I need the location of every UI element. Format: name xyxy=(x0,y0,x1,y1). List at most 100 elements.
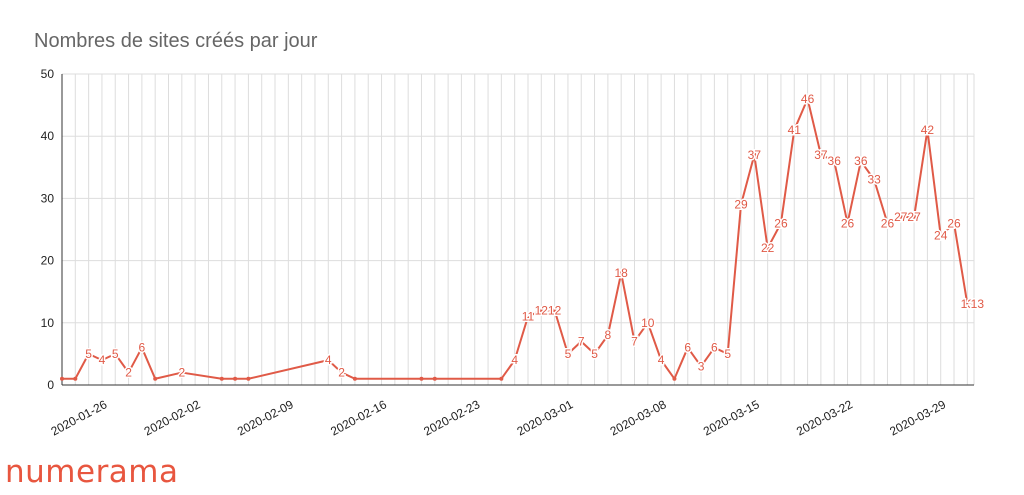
data-point xyxy=(898,215,903,220)
data-label: 13 xyxy=(961,297,975,311)
data-point xyxy=(246,376,251,381)
data-point xyxy=(845,221,850,226)
data-label: 36 xyxy=(828,154,842,168)
data-label: 4 xyxy=(99,353,106,367)
y-tick-label: 30 xyxy=(41,191,55,205)
x-tick-label: 2020-03-22 xyxy=(794,397,855,438)
x-tick-label: 2020-03-01 xyxy=(515,397,576,438)
data-label: 2 xyxy=(178,366,185,380)
data-label: 27 xyxy=(894,210,908,224)
chart-title: Nombres de sites créés par jour xyxy=(34,30,318,52)
data-point xyxy=(113,351,118,356)
y-tick-label: 0 xyxy=(47,378,54,392)
data-label: 26 xyxy=(881,216,895,230)
data-point xyxy=(352,376,357,381)
data-point xyxy=(179,370,184,375)
data-point xyxy=(512,358,517,363)
data-label: 41 xyxy=(788,123,802,137)
data-label: 11 xyxy=(522,310,535,324)
data-label: 37 xyxy=(748,148,762,162)
x-tick-label: 2020-02-02 xyxy=(142,397,203,438)
data-label: 13 xyxy=(971,297,985,311)
data-point xyxy=(619,271,624,276)
data-point xyxy=(565,351,570,356)
data-point xyxy=(499,376,504,381)
data-point xyxy=(539,308,544,313)
data-point xyxy=(219,376,224,381)
data-point xyxy=(632,339,637,344)
data-point xyxy=(139,345,144,350)
data-point xyxy=(326,358,331,363)
data-point xyxy=(858,159,863,164)
data-point xyxy=(778,221,783,226)
x-tick-label: 2020-02-23 xyxy=(421,397,482,438)
data-label: 36 xyxy=(854,154,868,168)
x-tick-label: 2020-03-29 xyxy=(887,397,948,438)
gridlines xyxy=(61,73,975,386)
data-point xyxy=(765,246,770,251)
data-point xyxy=(952,221,957,226)
brand-logo: numerama xyxy=(5,454,179,490)
data-point xyxy=(752,152,757,157)
x-tick-label: 2020-03-15 xyxy=(701,397,762,438)
data-point xyxy=(126,370,131,375)
data-label: 3 xyxy=(698,359,705,373)
data-point xyxy=(938,233,943,238)
data-point xyxy=(525,314,530,319)
data-label: 29 xyxy=(734,198,748,212)
data-label: 2 xyxy=(338,366,345,380)
data-label: 26 xyxy=(841,216,855,230)
data-label: 7 xyxy=(578,334,585,348)
y-tick-label: 50 xyxy=(41,67,55,81)
data-label: 46 xyxy=(801,92,815,106)
data-point xyxy=(805,96,810,101)
data-point xyxy=(685,345,690,350)
data-label: 5 xyxy=(724,347,731,361)
data-point xyxy=(659,358,664,363)
series-layer xyxy=(60,96,970,381)
data-point xyxy=(419,376,424,381)
x-tick-label: 2020-02-09 xyxy=(235,397,296,438)
data-label: 6 xyxy=(684,341,691,355)
data-point xyxy=(579,339,584,344)
x-tick-label: 2020-01-26 xyxy=(49,397,110,438)
data-label: 6 xyxy=(139,341,146,355)
data-label: 8 xyxy=(605,328,612,342)
data-point xyxy=(153,376,158,381)
data-point xyxy=(872,177,877,182)
x-tick-label: 2020-03-08 xyxy=(608,397,669,438)
data-label: 37 xyxy=(814,148,828,162)
data-point xyxy=(339,370,344,375)
x-tick-label: 2020-02-16 xyxy=(328,397,389,438)
data-label: 22 xyxy=(761,241,775,255)
y-tick-label: 10 xyxy=(41,316,55,330)
data-point xyxy=(672,376,677,381)
data-label: 18 xyxy=(615,266,629,280)
data-point xyxy=(725,351,730,356)
data-label: 42 xyxy=(921,123,935,137)
data-label: 5 xyxy=(85,347,92,361)
data-point xyxy=(73,376,78,381)
data-label: 5 xyxy=(112,347,119,361)
data-point xyxy=(739,202,744,207)
data-label: 27 xyxy=(907,210,921,224)
data-label: 4 xyxy=(325,353,332,367)
data-label: 24 xyxy=(934,229,948,243)
data-point xyxy=(60,376,64,381)
data-point xyxy=(645,320,650,325)
data-point xyxy=(885,221,890,226)
data-point xyxy=(592,351,597,356)
data-label: 10 xyxy=(641,316,655,330)
data-label: 12 xyxy=(548,303,562,317)
data-point xyxy=(699,364,704,369)
y-tick-label: 20 xyxy=(41,254,55,268)
data-label: 4 xyxy=(511,353,518,367)
data-point xyxy=(832,159,837,164)
data-point xyxy=(925,127,930,132)
data-label: 6 xyxy=(711,341,718,355)
data-label: 12 xyxy=(535,303,549,317)
data-point xyxy=(965,302,970,307)
data-label: 33 xyxy=(867,173,881,187)
